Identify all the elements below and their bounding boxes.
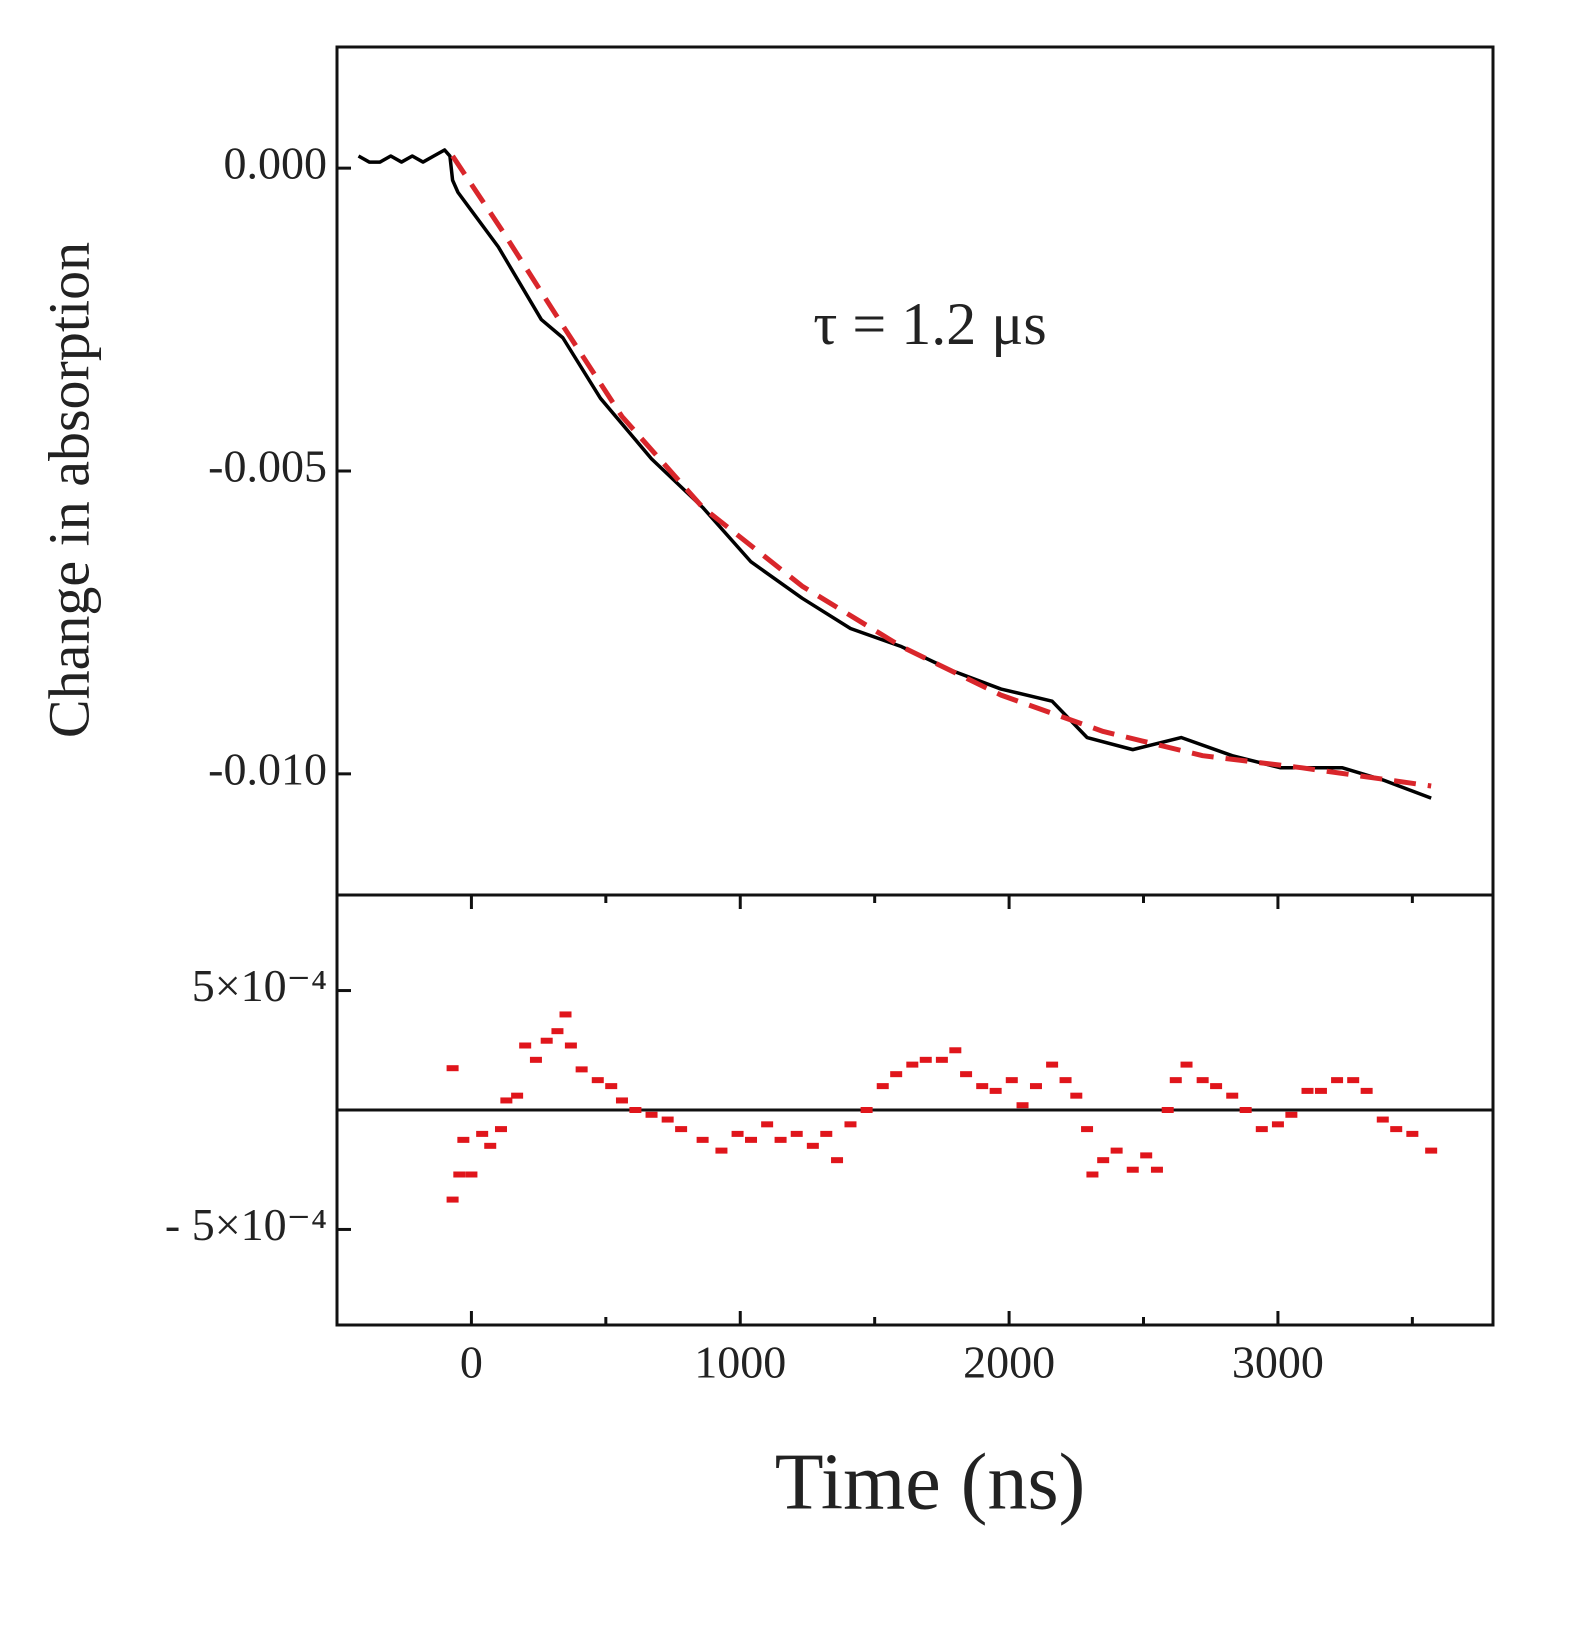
residual-point: [1406, 1130, 1419, 1137]
residual-point: [1360, 1087, 1373, 1094]
residual-point: [1425, 1147, 1438, 1154]
y-tick-label: -0.010: [208, 743, 327, 794]
residual-point: [511, 1092, 524, 1099]
residual-point: [831, 1157, 844, 1164]
residual-point: [1016, 1102, 1029, 1109]
residual-point: [1029, 1083, 1042, 1090]
residual-point: [484, 1142, 497, 1149]
residual-point: [696, 1136, 709, 1143]
residual-point: [1150, 1166, 1163, 1173]
residual-point: [1196, 1077, 1209, 1084]
residual-point: [1005, 1077, 1018, 1084]
x-axis-label: Time (ns): [775, 1438, 1085, 1526]
residual-point: [1376, 1116, 1389, 1123]
residual-point: [446, 1065, 459, 1072]
residual-point: [559, 1011, 572, 1018]
residual-point: [919, 1056, 932, 1063]
y-tick-label: -0.005: [208, 441, 327, 492]
residual-point: [1086, 1171, 1099, 1178]
residual-point: [1285, 1111, 1298, 1118]
residual-point: [935, 1056, 948, 1063]
residual-point: [1180, 1061, 1193, 1068]
residual-point: [1314, 1087, 1327, 1094]
residual-point: [1239, 1107, 1252, 1113]
residual-point: [731, 1130, 744, 1137]
x-tick-label: 2000: [963, 1337, 1055, 1388]
x-tick-label: 0: [460, 1337, 483, 1388]
annotation: τ = 1.2 μs: [813, 291, 1046, 357]
residual-point: [1046, 1061, 1059, 1068]
residual-point: [1271, 1121, 1284, 1128]
residual-point: [774, 1136, 787, 1143]
data-line: [450, 154, 1432, 789]
residual-point: [575, 1066, 588, 1073]
residual-point: [1331, 1077, 1344, 1084]
residual-point: [1161, 1107, 1174, 1113]
residual-point: [457, 1136, 470, 1143]
residual-point: [500, 1097, 513, 1104]
residual-point: [1140, 1152, 1153, 1159]
residual-point: [820, 1130, 833, 1137]
residual-point: [806, 1142, 819, 1149]
residual-point: [876, 1083, 889, 1090]
residual-point: [453, 1171, 466, 1178]
y-tick-label: 0.000: [224, 138, 328, 189]
residual-point: [661, 1116, 674, 1123]
residual-point: [790, 1130, 803, 1137]
y-tick-label: 5×10⁻⁴: [192, 960, 327, 1011]
residual-point: [1210, 1083, 1223, 1090]
residual-point: [860, 1107, 873, 1113]
residual-point: [890, 1071, 903, 1078]
residual-point: [564, 1042, 577, 1049]
residual-point: [715, 1147, 728, 1154]
residual-point: [906, 1061, 919, 1068]
x-tick-label: 3000: [1232, 1337, 1324, 1388]
residual-point: [591, 1077, 604, 1084]
residual-point: [1110, 1147, 1123, 1154]
residual-point: [519, 1042, 532, 1049]
residual-point: [1347, 1077, 1360, 1084]
residual-point: [605, 1083, 618, 1090]
residual-point: [960, 1071, 973, 1078]
residual-point: [529, 1056, 542, 1063]
residual-point: [446, 1196, 459, 1203]
residual-point: [989, 1087, 1002, 1094]
y-tick-label: - 5×10⁻⁴: [165, 1199, 327, 1250]
residual-point: [1301, 1087, 1314, 1094]
residual-point: [540, 1037, 553, 1044]
residual-point: [1081, 1126, 1094, 1133]
residual-point: [1390, 1126, 1403, 1133]
residual-point: [949, 1047, 962, 1054]
residual-point: [1097, 1157, 1110, 1164]
residual-point: [1255, 1126, 1268, 1133]
residual-point: [1226, 1092, 1239, 1099]
residual-point: [645, 1111, 658, 1118]
y-axis-label: Change in absorption: [36, 242, 101, 738]
residual-point: [844, 1121, 857, 1128]
residual-point: [761, 1121, 774, 1128]
residual-point: [465, 1171, 478, 1178]
residual-point: [1169, 1077, 1182, 1084]
residual-point: [675, 1126, 688, 1133]
residual-point: [1059, 1077, 1072, 1084]
residual-point: [494, 1126, 507, 1133]
data-line: [357, 148, 1432, 800]
residual-point: [1126, 1166, 1139, 1173]
residual-point: [745, 1136, 758, 1143]
residual-point: [1070, 1092, 1083, 1099]
residual-point: [976, 1083, 989, 1090]
x-tick-label: 1000: [694, 1337, 786, 1388]
residual-point: [551, 1028, 564, 1035]
residual-point: [615, 1097, 628, 1104]
residual-point: [476, 1130, 489, 1137]
residual-point: [629, 1107, 642, 1113]
